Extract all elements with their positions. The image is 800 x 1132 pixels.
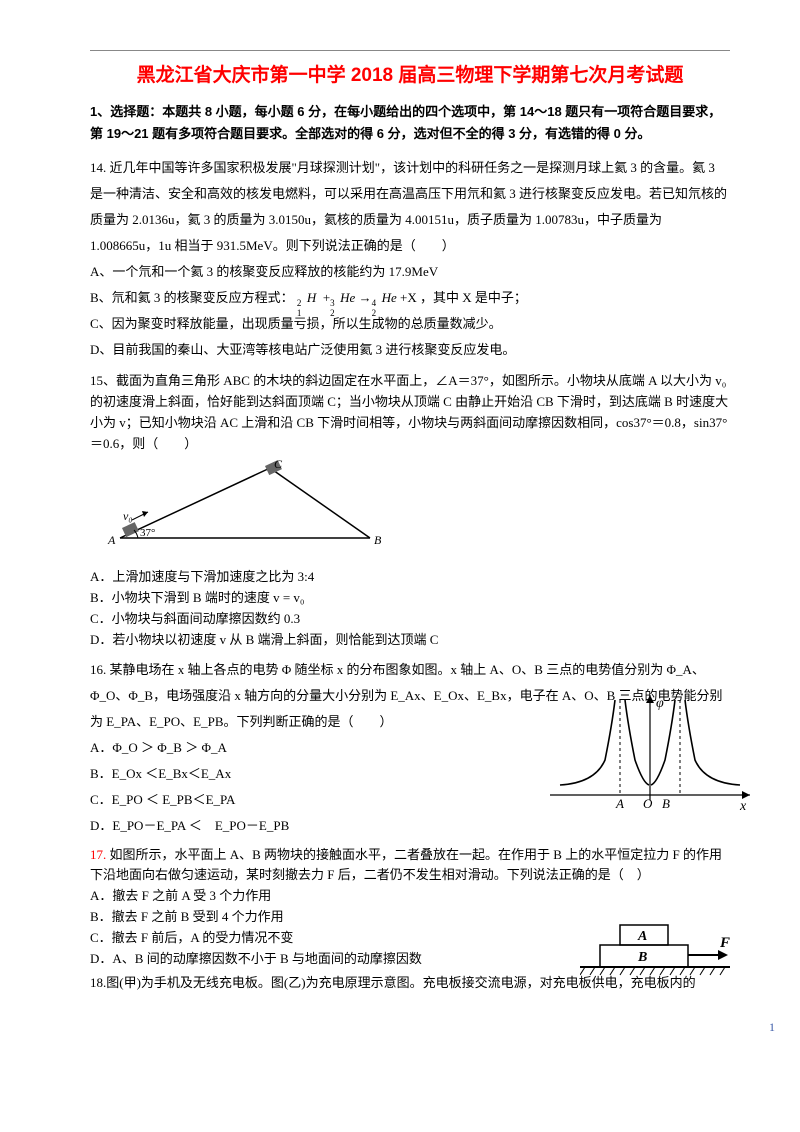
q17-number: 17. <box>90 847 106 862</box>
q14-optB-pre: B、氘和氦 3 的核聚变反应方程式： <box>90 290 294 305</box>
nuclear-equation: 21H +32He →42He +X <box>297 290 420 305</box>
svg-text:F: F <box>719 935 730 951</box>
potential-curve: φ x A O B <box>540 685 760 815</box>
q15-optC: C．小物块与斜面间动摩擦因数约 0.3 <box>90 609 730 630</box>
q16-optD: D．E_PO－E_PA ＜ E_PO－E_PB <box>90 813 730 839</box>
blocks-diagram: A B F <box>580 915 740 985</box>
svg-text:B: B <box>637 950 647 965</box>
page-number: 1 <box>0 1014 800 1035</box>
q14-text: 14. 近几年中国等许多国家积极发展"月球探测计划"，该计划中的科研任务之一是探… <box>90 155 730 259</box>
svg-text:B: B <box>374 533 382 547</box>
svg-text:φ: φ <box>656 696 664 711</box>
svg-text:O: O <box>643 796 653 811</box>
svg-text:37°: 37° <box>140 527 155 539</box>
svg-text:A: A <box>637 929 647 944</box>
q15-optB: B．小物块下滑到 B 端时的速度 v = v₀ <box>90 588 730 609</box>
page: 黑龙江省大庆市第一中学 2018 届高三物理下学期第七次月考试题 1、选择题：本… <box>0 0 800 1014</box>
q17-block: 17. 如图所示，水平面上 A、B 两物块的接触面水平，二者叠放在一起。在作用于… <box>90 845 730 970</box>
q14-optD: D、目前我国的秦山、大亚湾等核电站广泛使用氦 3 进行核聚变反应发电。 <box>90 337 730 363</box>
svg-text:A: A <box>615 796 624 811</box>
instructions: 1、选择题：本题共 8 小题，每小题 6 分，在每小题给出的四个选项中，第 14… <box>90 101 730 145</box>
exam-title: 黑龙江省大庆市第一中学 2018 届高三物理下学期第七次月考试题 <box>90 60 730 87</box>
q14-optC: C、因为聚变时释放能量，出现质量亏损，所以生成物的总质量数减少。 <box>90 311 730 337</box>
svg-text:A: A <box>107 533 116 547</box>
triangle-diagram: A B C v₀ 37° <box>90 458 390 558</box>
q16-block: 16. 某静电场在 x 轴上各点的电势 Φ 随坐标 x 的分布图象如图。x 轴上… <box>90 657 730 839</box>
q15-text: 15、截面为直角三角形 ABC 的木块的斜边固定在水平面上，∠A＝37°，如图所… <box>90 371 730 454</box>
q15-optD: D．若小物块以初速度 v 从 B 端滑上斜面，则恰能到达顶端 C <box>90 630 730 651</box>
q17-body: 如图所示，水平面上 A、B 两物块的接触面水平，二者叠放在一起。在作用于 B 上… <box>90 847 722 883</box>
header-rule <box>90 50 730 51</box>
q15-optA: A．上滑加速度与下滑加速度之比为 3:4 <box>90 567 730 588</box>
q14-optA: A、一个氘和一个氦 3 的核聚变反应释放的核能约为 17.9MeV <box>90 259 730 285</box>
q14-optB-post: ，其中 X 是中子； <box>420 290 527 305</box>
q14-optB: B、氘和氦 3 的核聚变反应方程式： 21H +32He →42He +X ，其… <box>90 285 730 311</box>
q17-optA: A．撤去 F 之前 A 受 3 个力作用 <box>90 886 730 907</box>
q17-text: 17. 如图所示，水平面上 A、B 两物块的接触面水平，二者叠放在一起。在作用于… <box>90 845 730 887</box>
svg-text:C: C <box>274 458 283 471</box>
svg-text:B: B <box>662 796 670 811</box>
svg-text:x: x <box>739 799 747 814</box>
svg-text:v₀: v₀ <box>123 509 133 523</box>
